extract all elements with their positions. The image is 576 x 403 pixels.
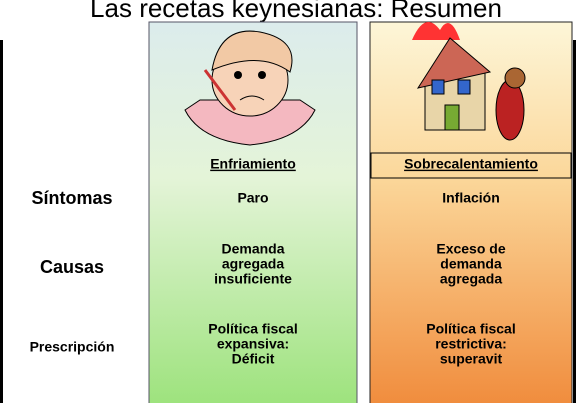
cell-text: Déficit	[232, 351, 275, 367]
title: Las recetas keynesianas: Resumen	[90, 0, 502, 23]
cell-text: insuficiente	[214, 271, 292, 287]
header-box	[370, 152, 572, 179]
cell-text: Demanda	[221, 241, 284, 257]
illustration-sick	[184, 30, 316, 146]
cell-text: demanda	[440, 256, 502, 272]
column-header: Sobrecalentamiento	[404, 156, 538, 172]
cell-text: Inflación	[442, 190, 500, 206]
column-header: Enfriamiento	[210, 156, 296, 172]
cell-text: Exceso de	[436, 241, 505, 257]
cell-text: Política fiscal	[208, 321, 297, 337]
cell-text: Política fiscal	[426, 321, 515, 337]
cell-text: restrictiva:	[435, 336, 507, 352]
illustration-fire	[412, 22, 526, 141]
row-label: Causas	[40, 257, 104, 277]
row-label: Prescripción	[30, 339, 115, 355]
cell-text: agregada	[222, 256, 284, 272]
row-label: Síntomas	[31, 188, 112, 208]
cell-text: agregada	[440, 271, 502, 287]
cell-text: Paro	[237, 190, 268, 206]
cell-text: superavit	[440, 351, 503, 367]
cell-text: expansiva:	[217, 336, 289, 352]
